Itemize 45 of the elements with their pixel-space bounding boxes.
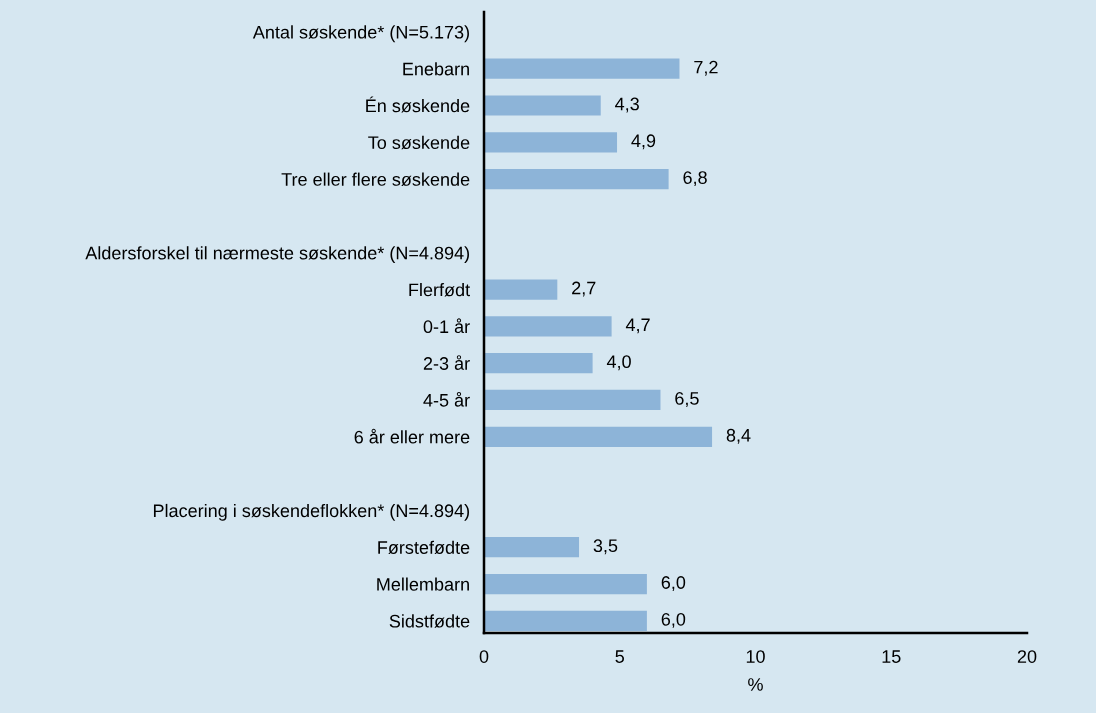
y-tick-label: Flerfødt: [409, 283, 470, 297]
y-tick-label: Én søskende: [366, 96, 470, 113]
y-tick-label: 6 år eller mere: [354, 428, 470, 444]
data-label: 4,0: [606, 355, 631, 371]
y-tick-label: 0-1 år: [423, 318, 470, 334]
data-label: 4,9: [631, 134, 656, 150]
data-label: 6,0: [661, 576, 686, 592]
x-tick-label: 20: [1017, 650, 1037, 663]
y-tick-label: Placering i søskendeflokken* (N=4.894): [153, 503, 470, 521]
y-tick-label: Sidstfødte: [389, 614, 470, 628]
x-tick-label: 5: [615, 650, 625, 663]
y-tick-label: Aldersforskel til nærmeste søskende* (N=4.894): [85, 246, 470, 264]
bar: [484, 316, 612, 337]
data-label: 8,4: [726, 428, 751, 444]
bar: [484, 169, 669, 190]
data-label: 4,3: [615, 97, 639, 113]
y-tick-label: Enebarn: [403, 62, 469, 76]
x-tick-label: 10: [746, 650, 765, 663]
y-tick-label: Mellembarn: [377, 577, 469, 591]
bar: [484, 279, 558, 300]
bar: [484, 573, 647, 595]
y-tick-label: To søskende: [368, 135, 470, 150]
y-tick-label: Tre eller flere søskende: [281, 172, 470, 186]
data-label: 6,5: [675, 392, 699, 407]
x-tick-label: 15: [882, 650, 901, 663]
bar: [484, 95, 601, 116]
y-tick-label: Førstefødte: [378, 540, 470, 555]
bar: [484, 353, 593, 374]
data-label: 4,7: [625, 318, 650, 334]
y-tick-label: 2-3 år: [423, 355, 470, 370]
y-tick-label: 4-5 år: [423, 391, 470, 407]
bar: [484, 58, 680, 79]
bar: [484, 426, 713, 447]
data-label: 6,0: [661, 612, 686, 628]
x-axis-title: %: [748, 678, 763, 691]
bar: [484, 610, 647, 631]
bar: [484, 537, 580, 558]
bar: [484, 389, 661, 411]
data-label: 7,2: [694, 60, 718, 76]
bar: [484, 132, 618, 153]
y-tick-label: Antal søskende* (N=5.173): [252, 25, 469, 43]
data-label: 6,8: [683, 171, 707, 187]
data-label: 2,7: [572, 281, 596, 297]
x-tick-label: 0: [479, 650, 489, 663]
data-label: 3,5: [593, 539, 618, 555]
